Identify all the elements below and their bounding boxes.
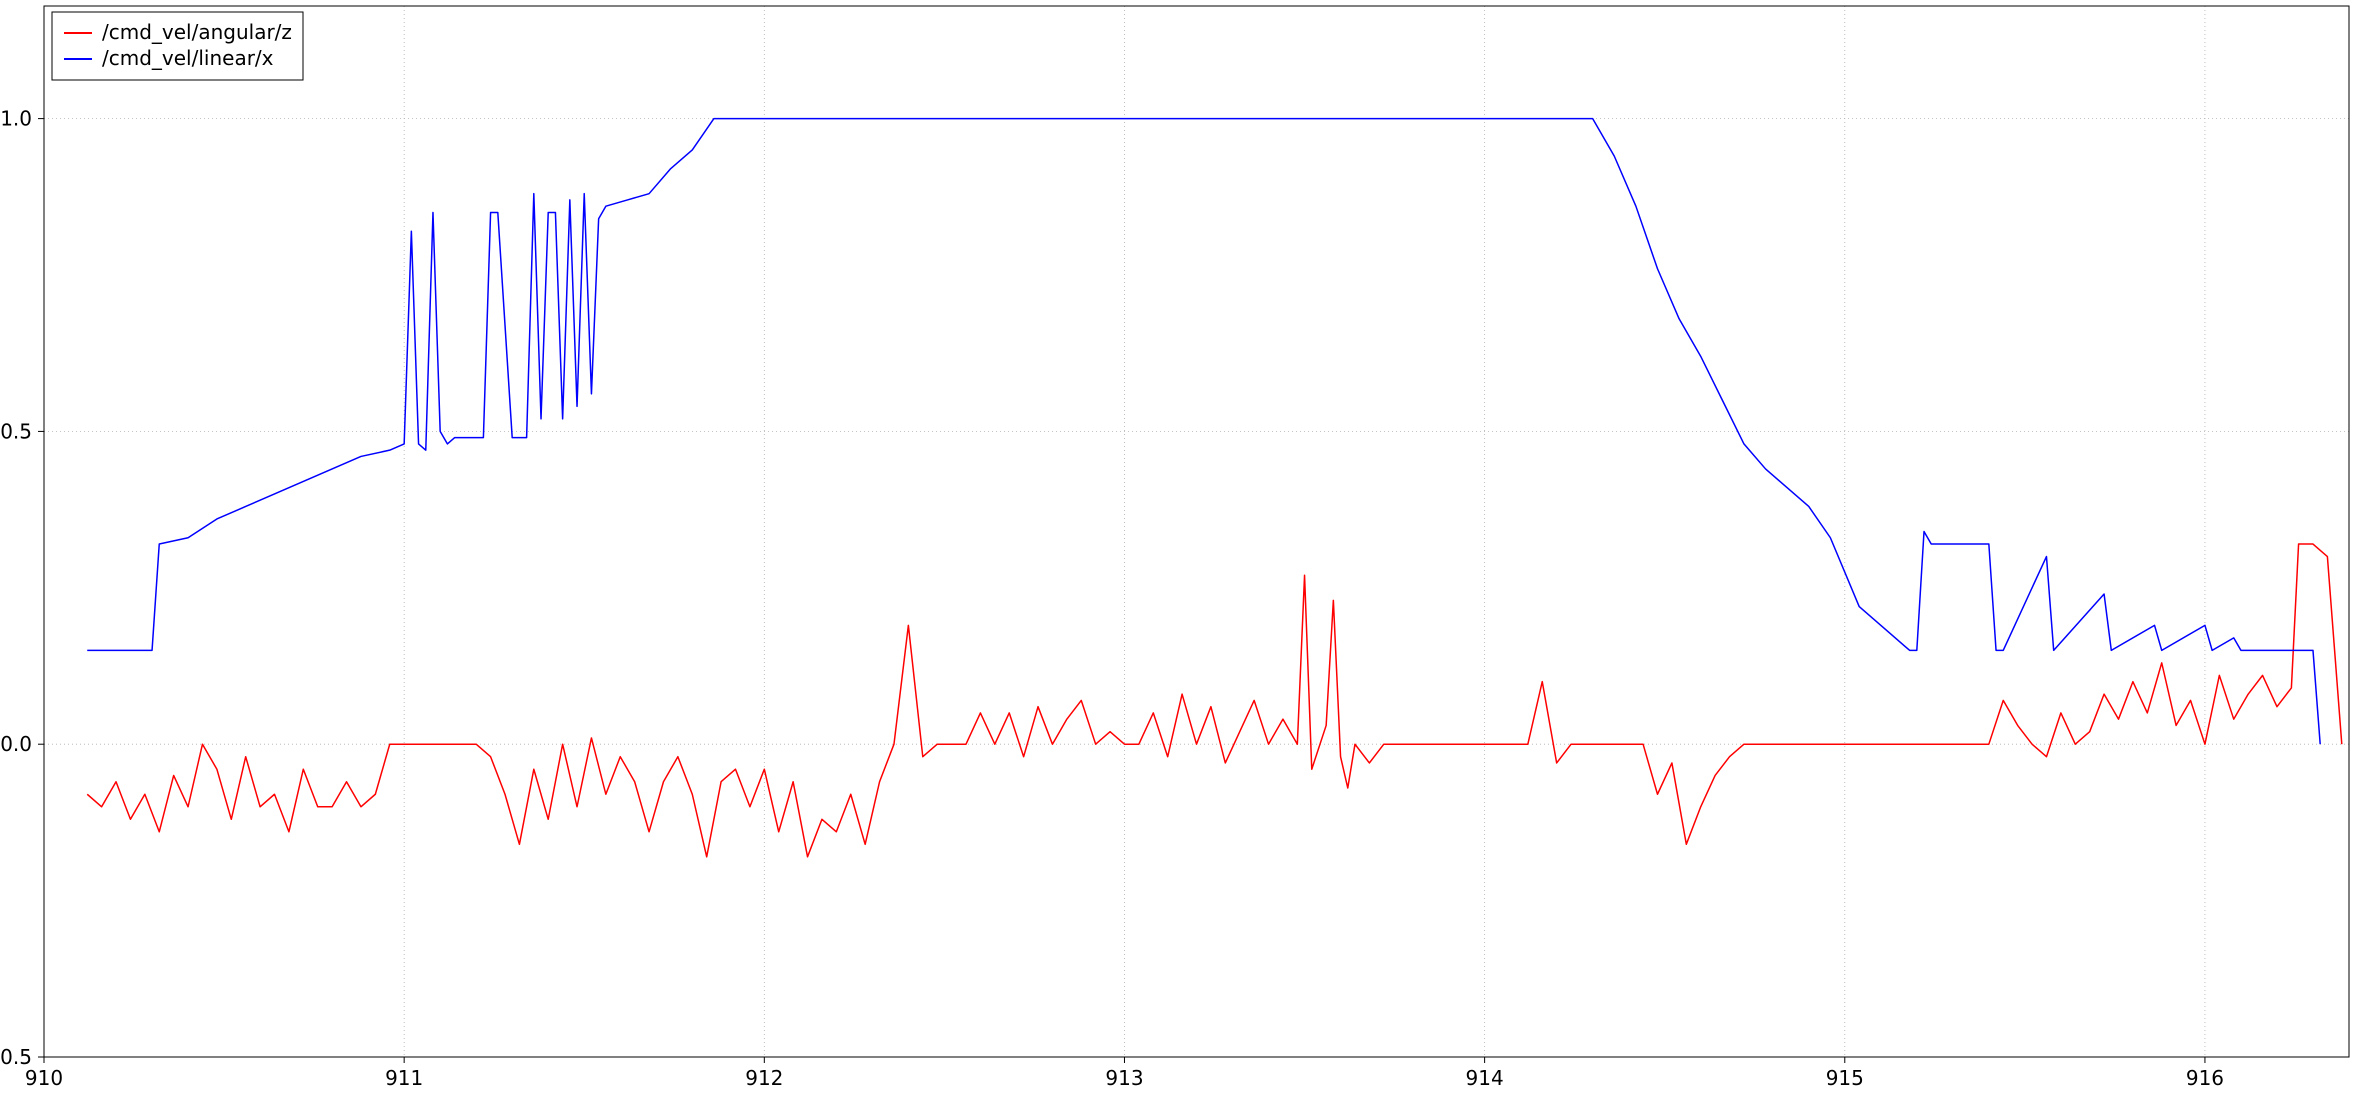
x-tick-label: 914: [1466, 1066, 1504, 1090]
x-tick-label: 916: [2186, 1066, 2224, 1090]
x-tick-label: 911: [385, 1066, 423, 1090]
y-tick-label: 0.5: [0, 419, 32, 443]
y-tick-label: −0.5: [0, 1045, 32, 1069]
chart-canvas: 910 911 912 913 914 915 916 −0.5 0.0 0.5 1.0/cmd_v…: [0, 0, 2355, 1102]
legend-label: /cmd_vel/linear/x: [102, 46, 274, 70]
x-tick-label: 913: [1105, 1066, 1143, 1090]
legend: /cmd_vel/angular/z/cmd_vel/linear/x: [52, 12, 303, 80]
x-tick-label: 912: [745, 1066, 783, 1090]
y-tick-label: 1.0: [0, 107, 32, 131]
y-tick-label: 0.0: [0, 732, 32, 756]
line-chart: 910 911 912 913 914 915 916 −0.5 0.0 0.5 1.0/cmd_v…: [0, 0, 2355, 1102]
x-tick-label: 910: [25, 1066, 63, 1090]
x-tick-label: 915: [1826, 1066, 1864, 1090]
legend-label: /cmd_vel/angular/z: [102, 20, 292, 44]
